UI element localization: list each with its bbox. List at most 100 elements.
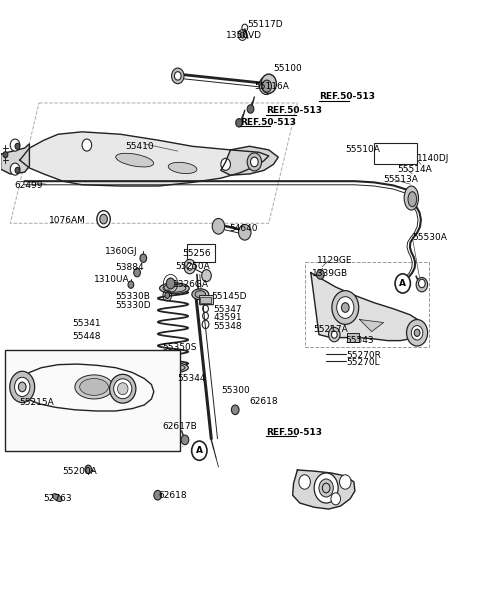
Ellipse shape: [160, 363, 188, 373]
Text: 1339GB: 1339GB: [312, 270, 348, 279]
Polygon shape: [311, 273, 421, 341]
Text: REF.50-513: REF.50-513: [266, 428, 323, 437]
Circle shape: [171, 68, 184, 84]
Bar: [200, 297, 211, 303]
Ellipse shape: [80, 379, 108, 396]
Text: 55330D: 55330D: [116, 301, 151, 309]
Circle shape: [336, 297, 354, 318]
Circle shape: [187, 263, 192, 270]
Circle shape: [202, 270, 211, 282]
Text: REF.50-513: REF.50-513: [266, 106, 323, 115]
Circle shape: [14, 377, 30, 397]
Polygon shape: [0, 144, 29, 174]
Circle shape: [140, 254, 147, 262]
Ellipse shape: [163, 285, 186, 292]
Circle shape: [15, 168, 20, 173]
Text: 55513A: 55513A: [384, 175, 419, 184]
Circle shape: [247, 105, 254, 113]
Ellipse shape: [116, 153, 154, 167]
Circle shape: [239, 224, 251, 240]
Polygon shape: [221, 147, 278, 175]
Text: 1360GJ: 1360GJ: [105, 247, 138, 256]
Circle shape: [97, 210, 110, 227]
Circle shape: [128, 281, 134, 288]
Text: 55145D: 55145D: [211, 292, 247, 301]
Circle shape: [259, 77, 274, 95]
Circle shape: [174, 72, 181, 80]
Text: 55117D: 55117D: [247, 21, 283, 30]
Text: 55344: 55344: [178, 374, 206, 383]
Text: 55215A: 55215A: [19, 398, 54, 407]
Ellipse shape: [408, 192, 417, 207]
Circle shape: [240, 32, 245, 38]
Circle shape: [339, 475, 351, 489]
Text: 62617B: 62617B: [162, 421, 197, 431]
Circle shape: [15, 144, 20, 150]
Bar: [374, 144, 417, 165]
Circle shape: [236, 119, 242, 127]
Text: 55116A: 55116A: [254, 81, 289, 90]
Circle shape: [165, 292, 169, 298]
Circle shape: [100, 214, 108, 224]
Text: 62618: 62618: [250, 397, 278, 406]
Text: 55200A: 55200A: [62, 467, 96, 476]
Circle shape: [82, 139, 92, 151]
Circle shape: [328, 327, 340, 342]
Circle shape: [419, 279, 425, 288]
Text: 43591: 43591: [214, 312, 242, 321]
Circle shape: [10, 139, 20, 151]
Circle shape: [154, 490, 161, 500]
Circle shape: [85, 465, 92, 473]
Circle shape: [317, 270, 324, 279]
Ellipse shape: [192, 289, 209, 300]
Text: 1350VD: 1350VD: [226, 31, 262, 40]
Circle shape: [261, 74, 276, 93]
Circle shape: [18, 382, 26, 392]
Ellipse shape: [159, 283, 189, 294]
Bar: [347, 333, 359, 343]
Circle shape: [263, 81, 270, 90]
Text: REF.50-513: REF.50-513: [240, 118, 296, 127]
Text: 55270R: 55270R: [346, 351, 381, 360]
Polygon shape: [12, 364, 154, 411]
Circle shape: [299, 475, 311, 489]
Circle shape: [331, 331, 337, 338]
Text: 55510A: 55510A: [345, 145, 380, 154]
Circle shape: [416, 277, 428, 292]
Circle shape: [134, 268, 141, 277]
Circle shape: [319, 479, 333, 497]
Text: 55100: 55100: [274, 63, 302, 72]
Circle shape: [314, 473, 338, 503]
Circle shape: [407, 320, 428, 346]
Text: 1140DJ: 1140DJ: [417, 154, 449, 163]
Polygon shape: [20, 132, 269, 186]
Text: 55410: 55410: [125, 142, 154, 151]
Text: 55347: 55347: [214, 305, 242, 314]
Text: A: A: [196, 446, 203, 455]
Text: 55341: 55341: [72, 319, 101, 328]
Ellipse shape: [118, 383, 128, 395]
Text: 55217A: 55217A: [313, 325, 348, 334]
Circle shape: [212, 218, 225, 234]
Text: REF.50-513: REF.50-513: [319, 92, 375, 101]
Text: 55514A: 55514A: [397, 165, 432, 174]
Ellipse shape: [168, 162, 197, 174]
Text: 54640: 54640: [229, 224, 258, 233]
Ellipse shape: [164, 364, 185, 371]
Text: 55448: 55448: [72, 332, 101, 341]
Text: 53884: 53884: [116, 264, 144, 273]
Text: 1129GE: 1129GE: [317, 256, 352, 265]
Text: 55350S: 55350S: [162, 343, 197, 352]
Text: 55300: 55300: [221, 386, 250, 395]
Polygon shape: [293, 470, 355, 509]
Text: 1310UA: 1310UA: [94, 276, 130, 285]
Circle shape: [411, 326, 423, 340]
Circle shape: [341, 303, 349, 312]
Text: 55348: 55348: [214, 322, 242, 331]
Circle shape: [414, 329, 420, 336]
Text: A: A: [399, 279, 406, 288]
Circle shape: [332, 291, 359, 324]
Bar: [199, 295, 213, 304]
Ellipse shape: [109, 374, 136, 403]
Ellipse shape: [114, 379, 132, 399]
